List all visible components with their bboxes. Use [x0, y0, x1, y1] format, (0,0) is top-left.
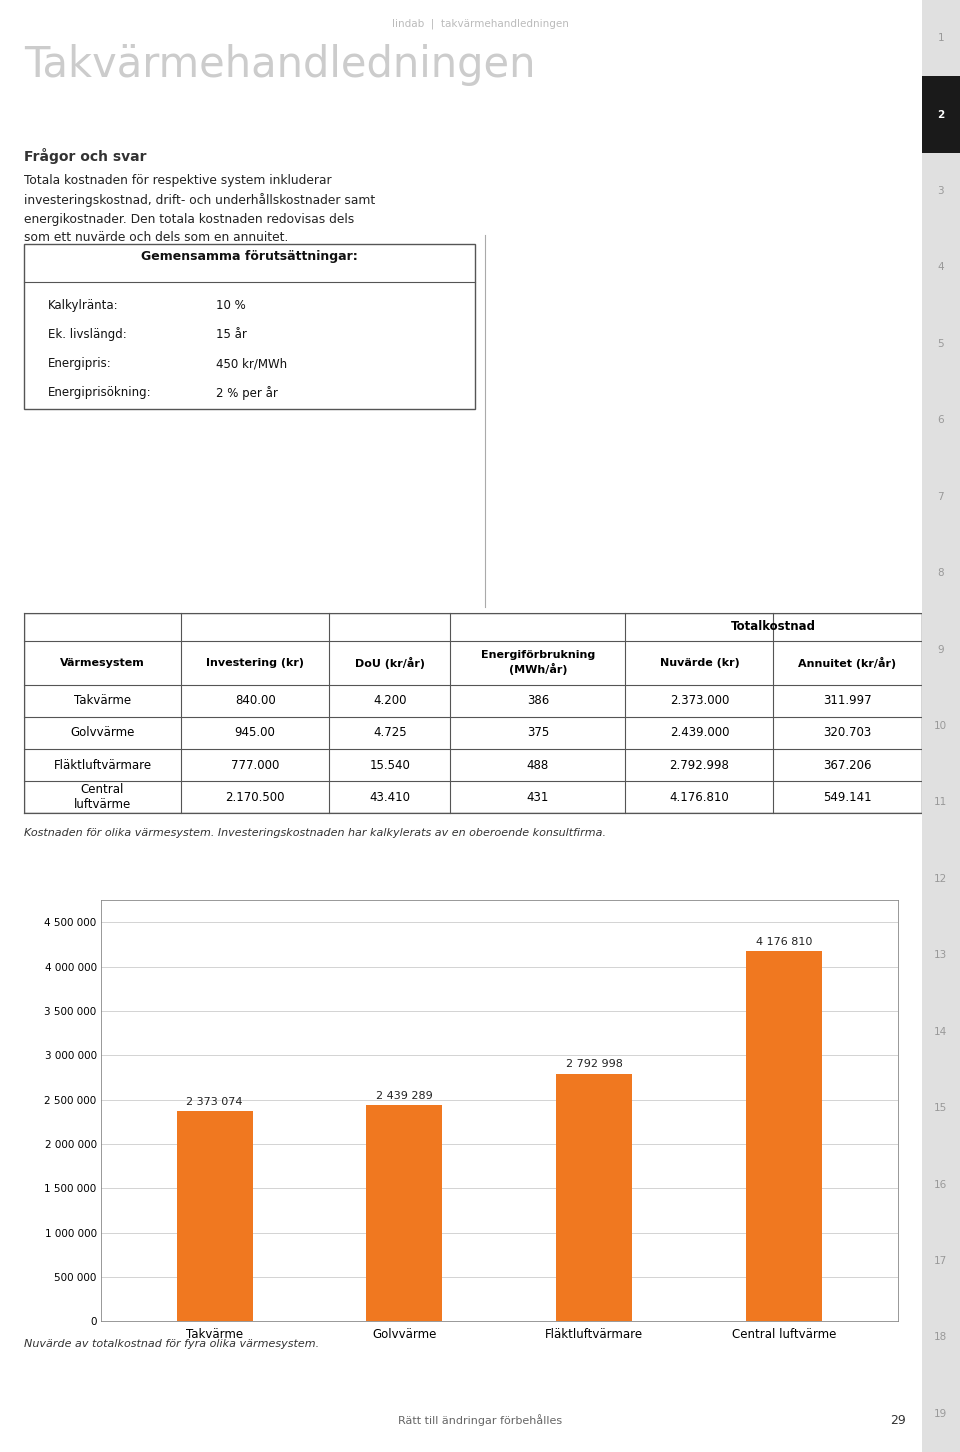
Text: Rätt till ändringar förbehålles: Rätt till ändringar förbehålles	[398, 1414, 562, 1426]
Bar	[177, 1111, 252, 1321]
Text: 15 år: 15 år	[216, 328, 247, 341]
Text: 7: 7	[938, 492, 944, 502]
Text: 4.200: 4.200	[373, 694, 406, 707]
Text: 945.00: 945.00	[234, 726, 276, 739]
Text: Annuitet (kr/år): Annuitet (kr/år)	[799, 656, 897, 669]
Text: Golvvärme: Golvvärme	[70, 726, 134, 739]
Text: 4: 4	[938, 263, 944, 273]
Text: lindab  |  takvärmehandledningen: lindab | takvärmehandledningen	[392, 17, 568, 29]
Text: 11: 11	[934, 797, 948, 807]
Text: Energiförbrukning
(MWh/år): Energiförbrukning (MWh/år)	[481, 650, 595, 675]
Text: 2 439 289: 2 439 289	[376, 1090, 433, 1101]
Text: 777.000: 777.000	[231, 758, 279, 771]
Text: Energiprisökning:: Energiprisökning:	[48, 386, 152, 399]
Text: 320.703: 320.703	[824, 726, 872, 739]
Text: 19: 19	[934, 1408, 948, 1419]
Text: 14: 14	[934, 1027, 948, 1037]
Text: 4.176.810: 4.176.810	[669, 790, 730, 803]
Text: 311.997: 311.997	[824, 694, 872, 707]
Text: 6: 6	[938, 415, 944, 425]
Text: 549.141: 549.141	[824, 790, 872, 803]
Bar	[367, 1105, 443, 1321]
Text: 375: 375	[527, 726, 549, 739]
Text: 431: 431	[527, 790, 549, 803]
Text: 450 kr/MWh: 450 kr/MWh	[216, 357, 287, 370]
Text: Frågor och svar: Frågor och svar	[24, 148, 147, 164]
Text: Energipris:: Energipris:	[48, 357, 111, 370]
Text: 8: 8	[938, 568, 944, 578]
Text: Nuvärde (kr): Nuvärde (kr)	[660, 658, 739, 668]
Text: 5: 5	[938, 338, 944, 348]
Text: Takvärmehandledningen: Takvärmehandledningen	[24, 44, 536, 86]
Text: Ek. livslängd:: Ek. livslängd:	[48, 328, 127, 341]
Text: 2 373 074: 2 373 074	[186, 1096, 243, 1106]
Text: 13: 13	[934, 950, 948, 960]
Text: Fläktluftvärmare: Fläktluftvärmare	[54, 758, 152, 771]
Text: Investering (kr): Investering (kr)	[206, 658, 304, 668]
Text: Totalkostnad: Totalkostnad	[731, 620, 816, 633]
Bar	[556, 1073, 632, 1321]
Text: 1: 1	[938, 33, 944, 44]
Text: 9: 9	[938, 645, 944, 655]
Text: 4.725: 4.725	[372, 726, 407, 739]
Text: 2.170.500: 2.170.500	[226, 790, 285, 803]
Text: 840.00: 840.00	[235, 694, 276, 707]
Text: 10 %: 10 %	[216, 299, 246, 312]
Text: 2.792.998: 2.792.998	[669, 758, 730, 771]
Text: 2.373.000: 2.373.000	[670, 694, 730, 707]
Text: 3: 3	[938, 186, 944, 196]
Text: Kostnaden för olika värmesystem. Investeringskostnaden har kalkylerats av en obe: Kostnaden för olika värmesystem. Investe…	[24, 828, 606, 838]
Text: 15: 15	[934, 1104, 948, 1114]
Text: 43.410: 43.410	[370, 790, 410, 803]
Text: Gemensamma förutsättningar:: Gemensamma förutsättningar:	[141, 250, 358, 263]
Text: 386: 386	[527, 694, 549, 707]
Text: 10: 10	[934, 722, 948, 730]
Text: 17: 17	[934, 1256, 948, 1266]
Text: 367.206: 367.206	[824, 758, 872, 771]
Text: Totala kostnaden för respektive system inkluderar
investeringskostnad, drift- oc: Totala kostnaden för respektive system i…	[24, 174, 375, 244]
Text: Nuvärde av totalkostnad för fyra olika värmesystem.: Nuvärde av totalkostnad för fyra olika v…	[24, 1339, 319, 1349]
Text: 4 176 810: 4 176 810	[756, 937, 812, 947]
Text: Takvärme: Takvärme	[74, 694, 132, 707]
Text: 488: 488	[527, 758, 549, 771]
Text: 16: 16	[934, 1179, 948, 1189]
Bar	[746, 951, 822, 1321]
Text: 15.540: 15.540	[370, 758, 410, 771]
Text: 12: 12	[934, 874, 948, 884]
Text: Central
luftvärme: Central luftvärme	[74, 783, 132, 812]
Text: Värmesystem: Värmesystem	[60, 658, 145, 668]
Text: 2.439.000: 2.439.000	[670, 726, 730, 739]
Text: 2 % per år: 2 % per år	[216, 386, 277, 401]
Text: DoU (kr/år): DoU (kr/år)	[355, 656, 424, 669]
Text: 29: 29	[890, 1414, 905, 1426]
Text: Kalkylränta:: Kalkylränta:	[48, 299, 119, 312]
Text: 2 792 998: 2 792 998	[565, 1060, 622, 1069]
Text: 18: 18	[934, 1333, 948, 1342]
Text: 2: 2	[937, 110, 945, 119]
